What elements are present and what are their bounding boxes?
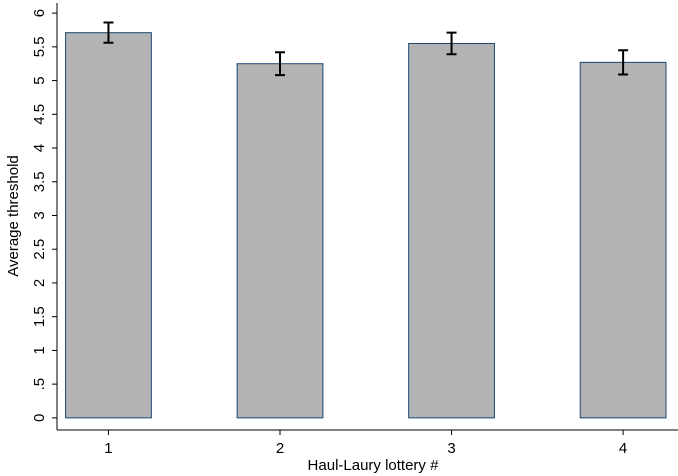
y-tick-label: 1.5 [31,306,48,327]
bar [236,63,324,419]
y-tick-label: 4 [31,144,48,152]
y-tick-label: 4.5 [31,104,48,125]
y-tick-label: 2.5 [31,239,48,260]
error-bar [275,51,286,77]
y-tick-label: 1 [31,346,48,354]
y-tick-label: 0 [31,414,48,422]
bar [408,42,495,419]
x-tick-label: 4 [619,440,627,457]
x-tick-label: 2 [276,440,284,457]
error-bar [446,31,457,56]
error-bar [618,49,629,76]
bar [65,32,152,419]
y-tick-label: 2 [31,279,48,287]
error-bar [103,21,114,44]
y-tick-label: 6 [31,9,48,17]
x-tick-label: 1 [104,440,112,457]
x-tick-label: 3 [447,440,455,457]
y-tick-label: 5 [31,76,48,84]
y-axis-title: Average threshold [5,155,22,276]
y-tick-label: 5.5 [31,36,48,57]
y-tick-label: .5 [31,378,48,391]
bar [579,61,667,419]
y-tick-label: 3 [31,211,48,219]
x-axis-title: Haul-Laury lottery # [308,457,440,474]
y-tick-label: 3.5 [31,171,48,192]
